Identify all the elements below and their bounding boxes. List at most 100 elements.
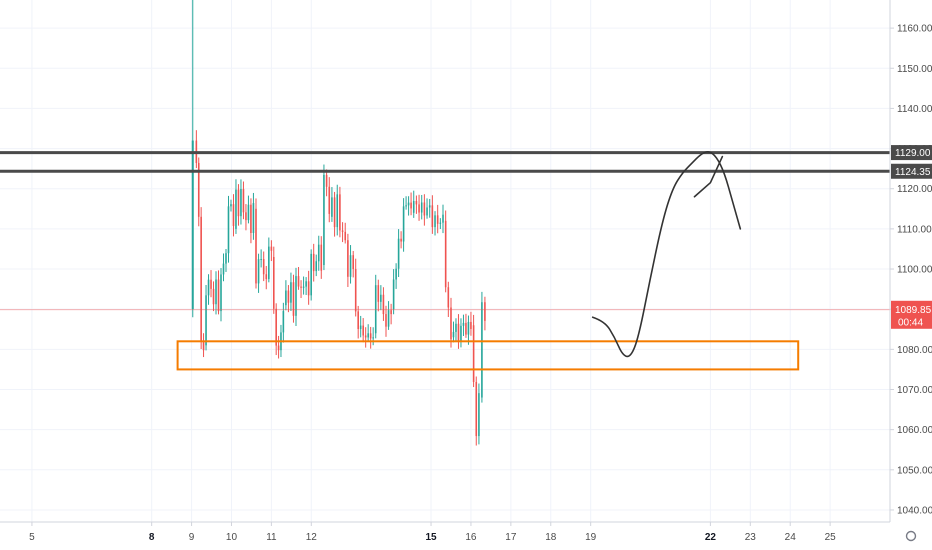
candle-body <box>333 197 336 228</box>
candle-body <box>428 205 431 208</box>
candle-body <box>230 204 232 207</box>
time-tick-label: 15 <box>425 532 437 543</box>
candle-body <box>315 261 318 272</box>
settings-gear-icon <box>905 530 917 542</box>
candle-body <box>450 307 452 340</box>
time-tick-label: 25 <box>825 532 837 543</box>
price-tick-label: 1060.00 <box>897 425 932 436</box>
candle-body <box>325 174 328 187</box>
candle-body <box>312 253 315 272</box>
price-tick-label: 1100.00 <box>897 265 932 276</box>
candle-body <box>420 202 423 213</box>
candle-body <box>352 255 355 270</box>
candle-body <box>272 256 275 309</box>
candle-body <box>481 302 483 398</box>
candle-body <box>207 279 210 296</box>
time-tick-label: 5 <box>29 532 35 543</box>
candle-body <box>331 197 333 217</box>
candle-body <box>359 325 362 330</box>
candle-body <box>285 290 287 306</box>
candle-body <box>277 345 280 351</box>
time-axis-background <box>0 522 890 550</box>
candle-body <box>205 295 207 346</box>
candle-body <box>341 230 344 232</box>
projection-curve <box>591 150 742 358</box>
price-tick-label: 1150.00 <box>897 64 932 75</box>
candle-body <box>245 212 247 221</box>
time-tick-label: 8 <box>149 532 155 543</box>
candle-body <box>367 333 369 338</box>
time-tick-label: 16 <box>465 532 477 543</box>
candle-body <box>462 322 465 326</box>
candle-body <box>484 302 486 321</box>
candle-body <box>364 335 367 338</box>
time-tick-label: 9 <box>189 532 195 543</box>
resistance-levels <box>0 151 890 311</box>
candle-body <box>390 310 392 315</box>
candle-body <box>265 274 268 280</box>
candle-body <box>465 322 467 335</box>
candle-body <box>357 311 359 330</box>
candle-body <box>452 331 455 338</box>
support-zone <box>176 340 800 371</box>
candle-body <box>317 244 320 262</box>
candle-body <box>407 202 410 206</box>
candle-body <box>377 285 380 302</box>
candle-body <box>405 205 407 207</box>
candle-body <box>275 308 277 346</box>
candle-body <box>439 222 442 224</box>
candle-body <box>212 288 215 305</box>
price-tick-label: 1040.00 <box>897 505 932 516</box>
candles <box>191 0 486 446</box>
current-price-label: 1089.85 <box>895 305 932 316</box>
candle-body <box>220 274 222 312</box>
candle-body <box>240 189 242 217</box>
time-tick-label: 22 <box>705 532 717 543</box>
candle-body <box>305 281 307 287</box>
candle-body <box>310 253 312 296</box>
candle-body <box>436 215 439 224</box>
candle-body <box>247 204 250 221</box>
candle-body <box>442 214 444 223</box>
candle-body <box>300 286 302 288</box>
candle-body <box>260 259 262 261</box>
candle-body <box>362 325 364 336</box>
candle-body <box>347 240 349 277</box>
time-axis[interactable]: 5 8 9 10 11 12 15 16 17 18 19 22 23 24 25 <box>0 521 917 550</box>
candle-body <box>200 216 202 341</box>
candle-body <box>410 202 412 209</box>
resistance-price-label: 1124.35 <box>895 167 931 178</box>
candle-body <box>227 206 230 254</box>
time-tick-label: 11 <box>266 532 277 543</box>
candle-body <box>380 294 382 302</box>
candle-body <box>478 393 480 437</box>
candle-body <box>302 286 305 288</box>
candle-body <box>467 321 470 335</box>
candle-body <box>374 285 377 334</box>
price-tick-label: 1080.00 <box>897 345 932 356</box>
price-axis[interactable]: 1040.001050.001060.001070.001080.001090.… <box>889 0 932 550</box>
projection-arrow-head <box>693 155 724 198</box>
candle-body <box>222 263 225 275</box>
candle-body <box>402 206 405 242</box>
candle-body <box>475 381 478 437</box>
candle-body <box>354 269 357 312</box>
candle-body <box>290 282 292 303</box>
candle-body <box>232 204 235 226</box>
current-price-tag <box>891 300 932 329</box>
candle-body <box>217 279 220 312</box>
candle-body <box>242 189 245 213</box>
candle-body <box>287 290 290 303</box>
price-tick-label: 1110.00 <box>897 224 932 235</box>
candle-body <box>191 140 194 310</box>
candle-body <box>415 201 418 205</box>
candle-body <box>215 279 217 305</box>
candle-body <box>382 294 385 315</box>
resistance-price-tag <box>891 145 932 161</box>
candle-body <box>339 194 341 231</box>
candle-body <box>225 253 227 264</box>
price-tick-label: 1050.00 <box>897 465 932 476</box>
candle-body <box>395 268 397 280</box>
